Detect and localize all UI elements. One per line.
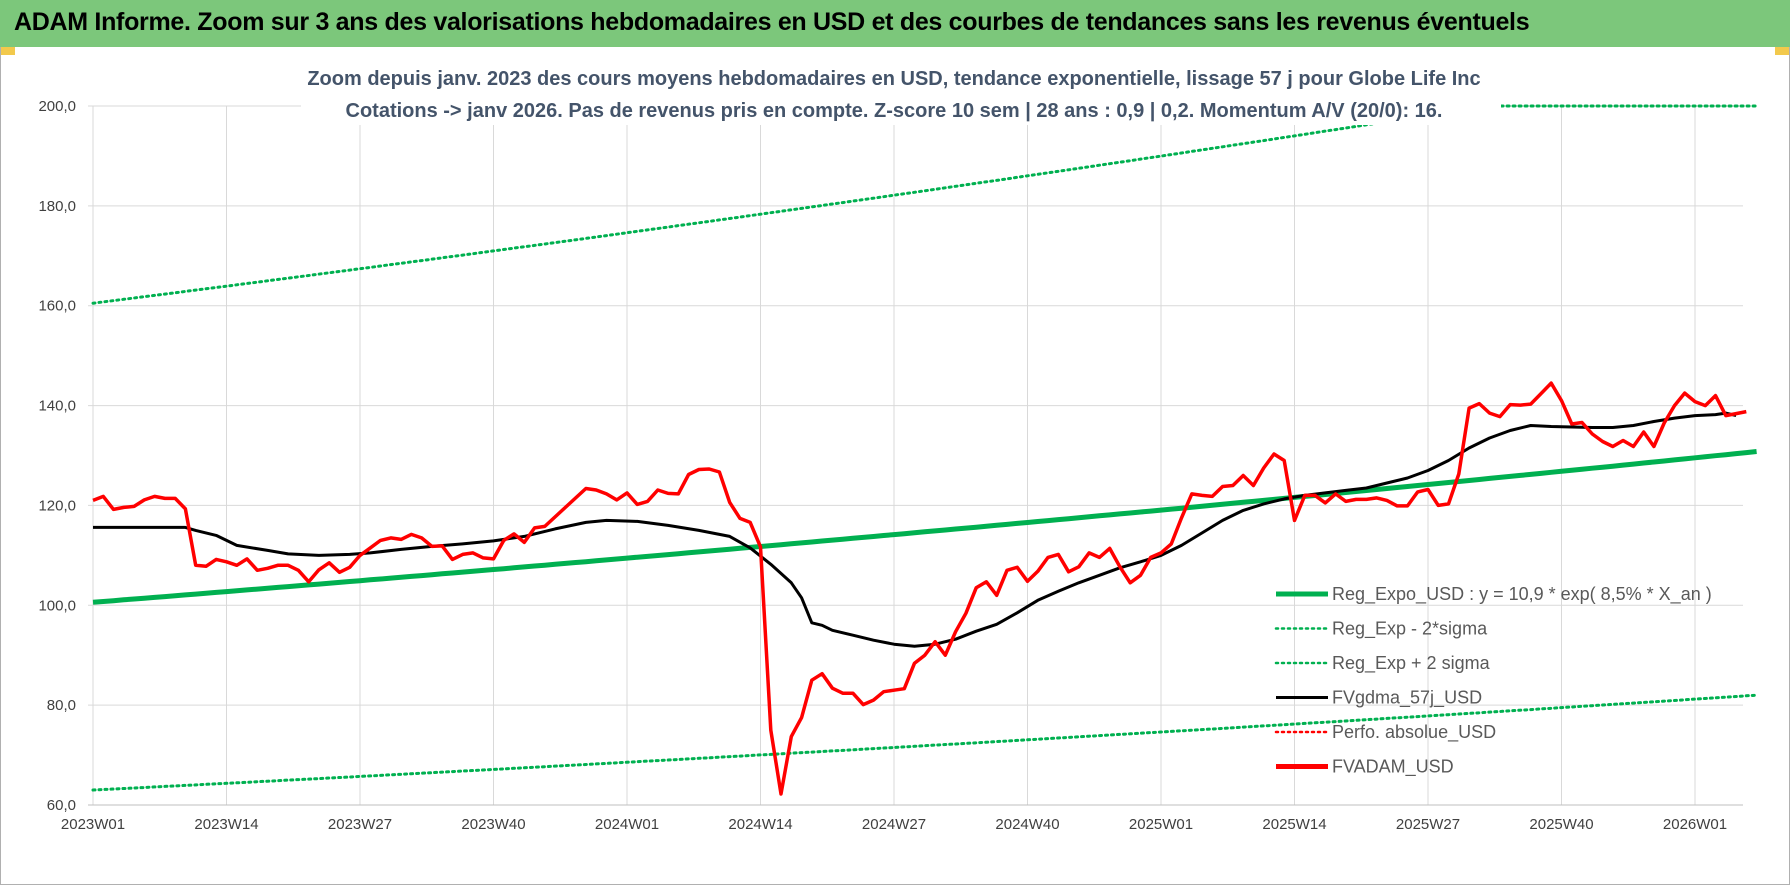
- y-tick-label: 80,0: [47, 697, 76, 714]
- y-tick-label: 120,0: [38, 497, 76, 514]
- x-tick-label: 2025W14: [1262, 816, 1326, 833]
- reg-plus-2sigma-line: [91, 104, 1759, 305]
- y-tick-label: 200,0: [38, 98, 76, 115]
- x-tick-label: 2025W40: [1529, 816, 1593, 833]
- x-tick-label: 2024W01: [595, 816, 659, 833]
- legend-label: Reg_Expo_USD : y = 10,9 * exp( 8,5% * X_…: [1332, 584, 1712, 605]
- x-tick-label: 2023W01: [61, 816, 125, 833]
- subtitle-line-2: Cotations -> janv 2026. Pas de revenus p…: [346, 100, 1443, 122]
- x-tick-label: 2024W14: [728, 816, 792, 833]
- x-tick-label: 2023W14: [194, 816, 258, 833]
- legend-label: Reg_Exp + 2 sigma: [1332, 653, 1491, 674]
- chart: 60,0 80,0 100,0 120,0 140,0 160,0 180,0 200,0 2…: [38, 59, 1759, 833]
- y-axis: 60,0 80,0 100,0 120,0 140,0 160,0 180,0 200,0: [38, 98, 76, 814]
- page-title: ADAM Informe. Zoom sur 3 ans des valoris…: [14, 8, 1530, 36]
- x-tick-label: 2024W40: [995, 816, 1059, 833]
- legend-label: FVgdma_57j_USD: [1332, 688, 1482, 709]
- fvgdma-57j-line: [93, 411, 1737, 648]
- subtitle-line-1: Zoom depuis janv. 2023 des cours moyens …: [307, 68, 1480, 90]
- legend-label: Reg_Exp - 2*sigma: [1332, 619, 1488, 640]
- legend-label: Perfo. absolue_USD: [1332, 722, 1496, 743]
- fvadam-line: [92, 381, 1747, 796]
- corner-mark-left: [1, 47, 15, 55]
- chart-frame: 60,0 80,0 100,0 120,0 140,0 160,0 180,0 200,0 2…: [0, 47, 1790, 885]
- reg-minus-2sigma-line: [91, 693, 1759, 792]
- x-tick-label: 2025W27: [1396, 816, 1460, 833]
- x-tick-label: 2023W40: [461, 816, 525, 833]
- page-header: ADAM Informe. Zoom sur 3 ans des valoris…: [0, 0, 1790, 48]
- legend: Reg_Expo_USD : y = 10,9 * exp( 8,5% * X_…: [1274, 584, 1712, 778]
- corner-mark-right: [1775, 47, 1789, 55]
- y-tick-label: 140,0: [38, 398, 76, 415]
- chart-subtitle: Zoom depuis janv. 2023 des cours moyens …: [301, 59, 1501, 125]
- x-tick-label: 2023W27: [328, 816, 392, 833]
- x-tick-label: 2024W27: [862, 816, 926, 833]
- x-axis: 2023W01 2023W14 2023W27 2023W40 2024W01 2024W…: [61, 804, 1743, 833]
- subtitle-backdrop: [301, 59, 1501, 125]
- y-tick-label: 100,0: [38, 597, 76, 614]
- legend-label: FVADAM_USD: [1332, 757, 1454, 778]
- reg-expo-line: [92, 449, 1757, 605]
- y-tick-label: 60,0: [47, 797, 76, 814]
- x-tick-label: 2026W01: [1663, 816, 1727, 833]
- grid: [88, 105, 1743, 806]
- y-tick-label: 160,0: [38, 298, 76, 315]
- series-layer: [91, 104, 1759, 796]
- y-tick-label: 180,0: [38, 198, 76, 215]
- x-tick-label: 2025W01: [1129, 816, 1193, 833]
